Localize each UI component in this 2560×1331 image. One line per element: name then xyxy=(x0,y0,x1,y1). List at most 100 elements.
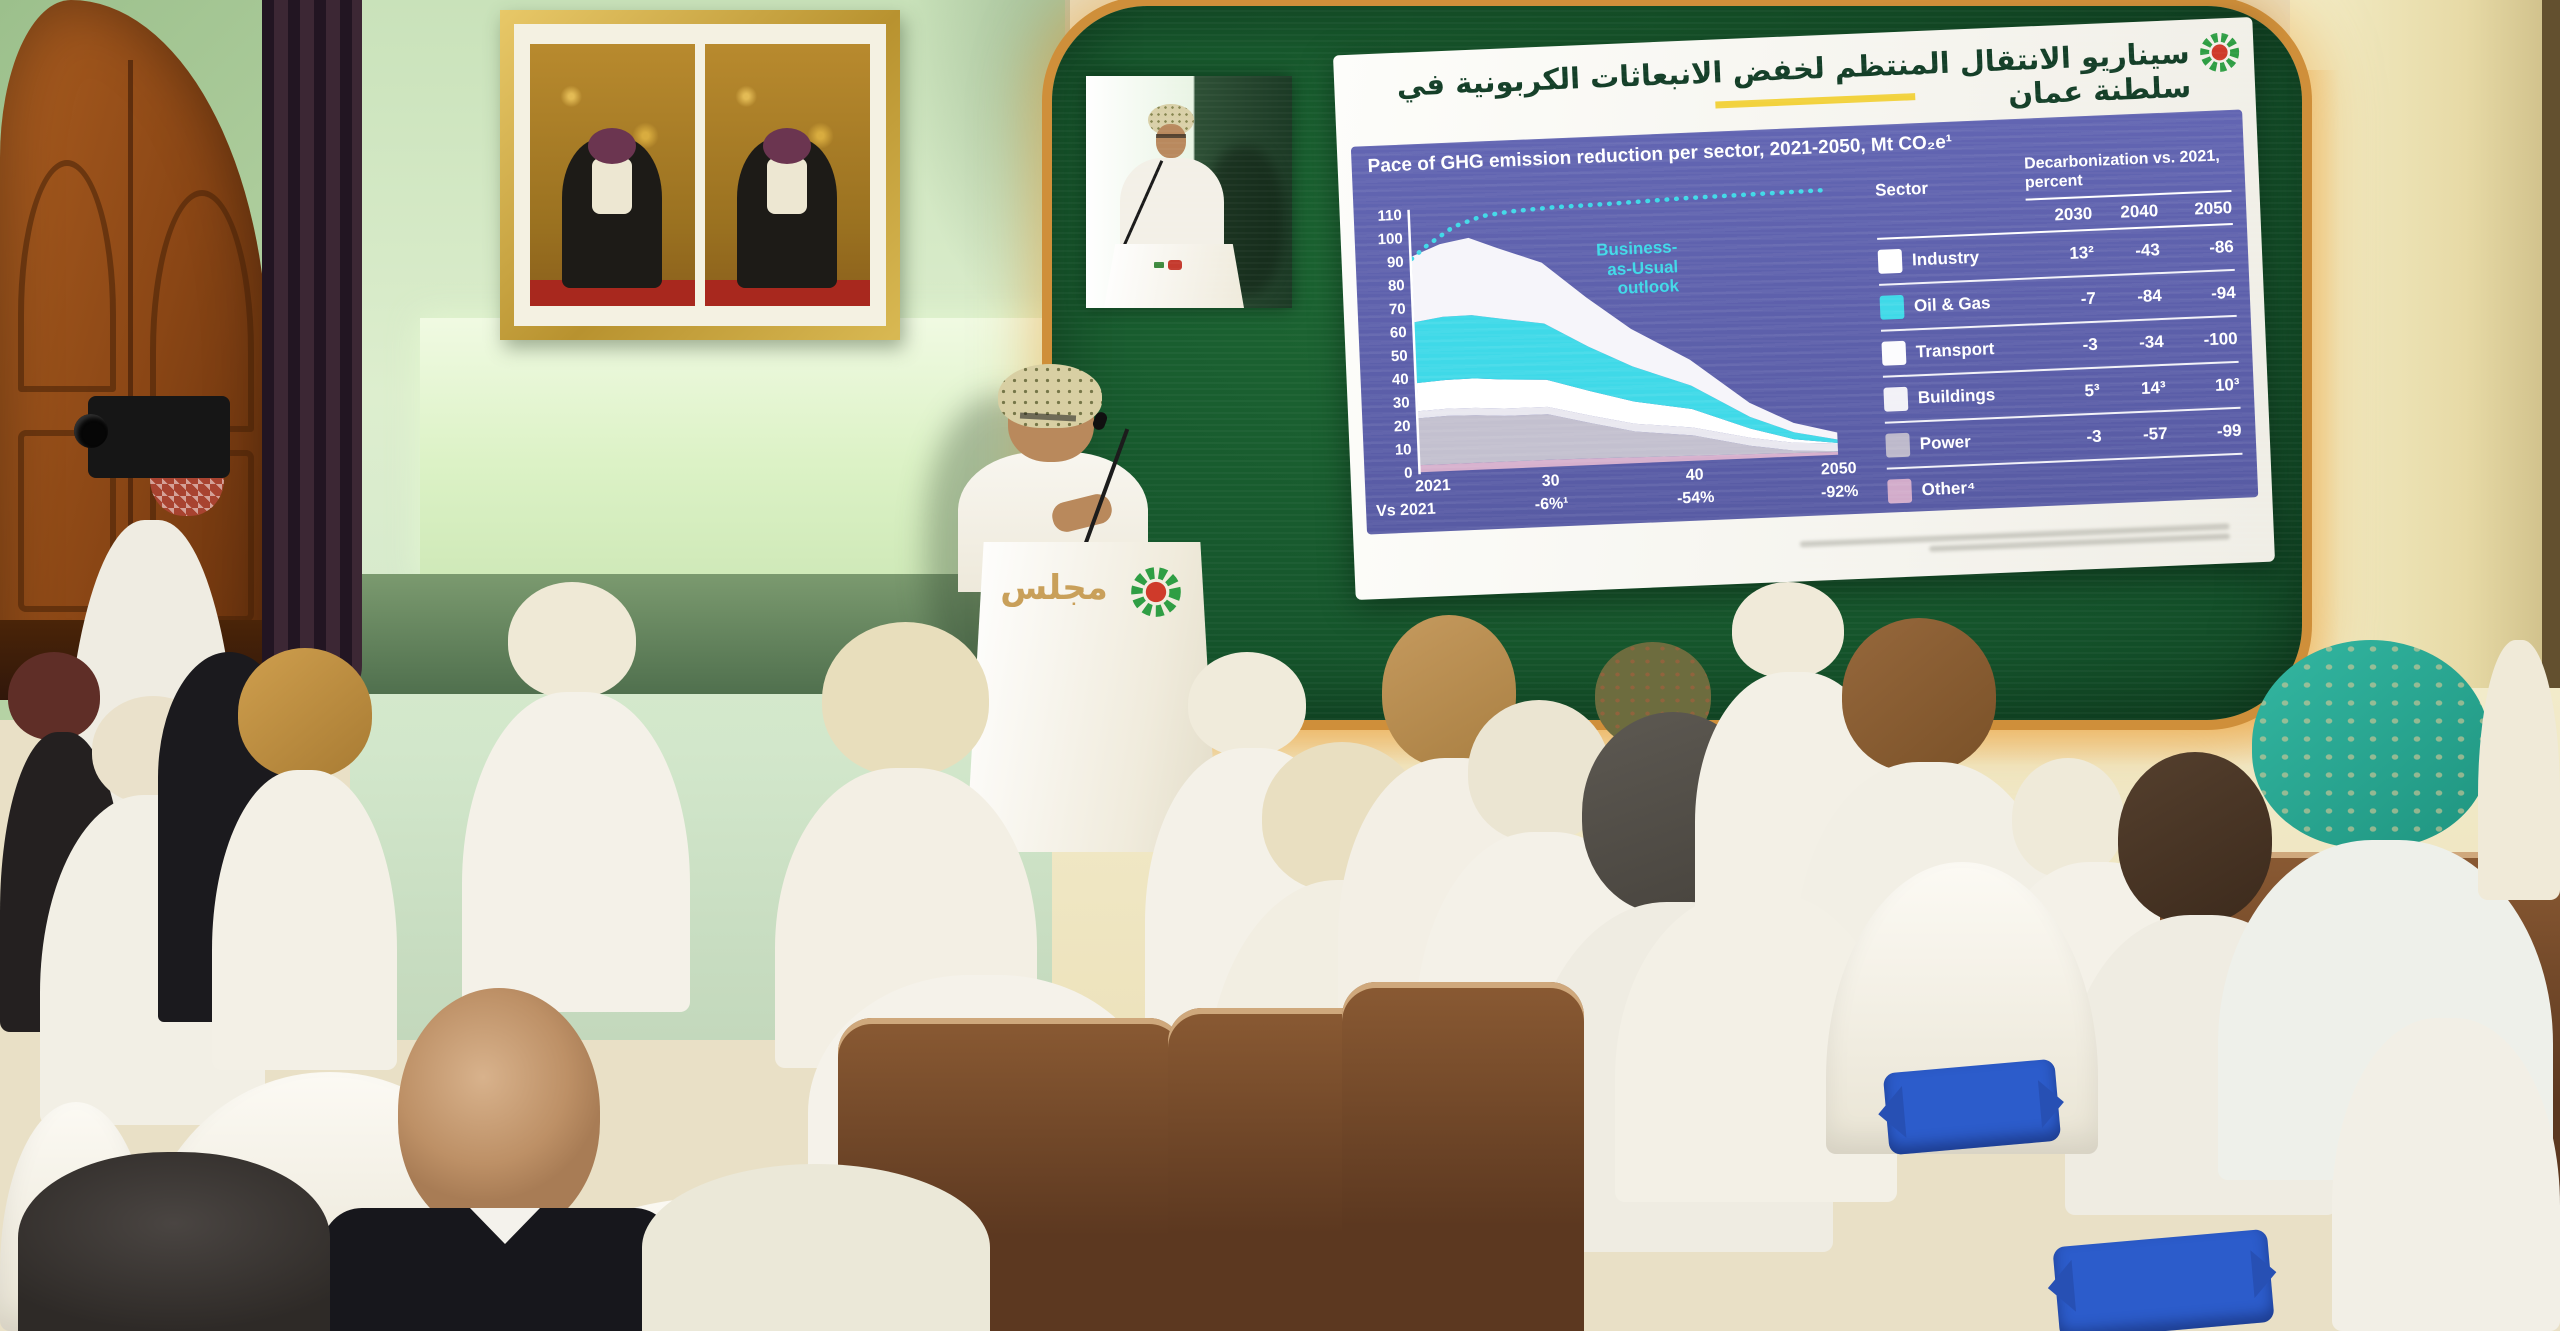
y-tick-label: 60 xyxy=(1390,324,1407,342)
y-tick-label: 90 xyxy=(1387,254,1404,272)
area-transport xyxy=(1416,378,1838,444)
sector-value: 13² xyxy=(2068,243,2095,264)
sector-label: Industry xyxy=(1911,248,1980,270)
x-tick-label: 2050 xyxy=(1821,460,1857,478)
sector-label: Transport xyxy=(1915,339,1995,362)
figure-robe-front xyxy=(592,158,632,214)
live-video-inset xyxy=(1086,76,1292,308)
year-column-header: 2030 xyxy=(2054,204,2093,225)
video-camera xyxy=(74,396,230,478)
sector-value xyxy=(2038,483,2104,486)
sector-swatch-icon xyxy=(1885,433,1911,459)
sector-value: -86 xyxy=(2208,237,2235,258)
sector-swatch-icon xyxy=(1887,479,1913,505)
area-power xyxy=(1418,414,1839,466)
chart-panel: Pace of GHG emission reduction per secto… xyxy=(1350,109,2259,535)
sector-value: 10³ xyxy=(2214,375,2240,396)
royal-portraits-frame xyxy=(500,10,900,340)
audience-cream-turban xyxy=(822,622,989,776)
camera-lens-icon xyxy=(74,414,108,448)
portrait-mat xyxy=(514,24,886,326)
video-speaker-face xyxy=(1156,124,1186,158)
vs-2021-value: Vs 2021 xyxy=(1376,501,1436,520)
sector-value: -34 xyxy=(2138,332,2165,353)
sector-rows: Industry 13² -43 -86 Oil & Gas -7 -84 -94 Transp… xyxy=(1877,225,2245,517)
bau-dotted-line xyxy=(1409,187,1830,262)
vs-2021-value: -54% xyxy=(1677,489,1715,508)
figure-robe-front xyxy=(767,158,807,214)
audience-dark-brown-massar xyxy=(2118,752,2272,924)
audience-brown-massar xyxy=(1842,618,1996,772)
audience-white-kumma xyxy=(1732,582,1844,678)
sector-label: Other⁴ xyxy=(1921,478,1976,500)
sector-value: 14³ xyxy=(2140,378,2167,399)
slide-footnote-text-blur xyxy=(1799,519,2231,567)
audience-teal-massar xyxy=(2252,640,2490,848)
y-axis-line xyxy=(1407,209,1421,475)
sector-value: 5³ xyxy=(2084,381,2101,401)
y-tick-label: 40 xyxy=(1392,371,1409,389)
audience-white-kumma xyxy=(508,582,636,698)
area-industry xyxy=(1411,237,1838,440)
sector-value: -84 xyxy=(2136,286,2163,307)
audience-white-robe xyxy=(462,692,690,1012)
area-buildings xyxy=(1417,406,1839,452)
audience-white-robe xyxy=(212,770,397,1070)
sector-value: -7 xyxy=(2080,289,2097,309)
y-tick-label: 110 xyxy=(1377,207,1402,225)
video-speaker-glasses xyxy=(1156,134,1186,138)
sector-value: -57 xyxy=(2142,424,2168,445)
y-tick-label: 20 xyxy=(1394,418,1411,436)
sector-swatch-icon xyxy=(1883,387,1909,413)
decarbonization-table: Sector Decarbonization vs. 2021, percent… xyxy=(1874,146,2245,517)
sector-label: Buildings xyxy=(1917,385,1996,408)
door-panel xyxy=(18,430,116,612)
blue-ribbon-bow xyxy=(2052,1228,2275,1331)
sector-value xyxy=(2170,477,2244,480)
x-tick-label: 2021 xyxy=(1415,477,1451,495)
sector-label: Oil & Gas xyxy=(1913,293,1991,316)
vs-2021-value: -6%¹ xyxy=(1534,495,1568,513)
blue-ribbon-bow xyxy=(1882,1058,2062,1156)
audience-bald-head xyxy=(398,988,600,1236)
door-panel xyxy=(18,160,116,392)
sector-swatch-icon xyxy=(1881,341,1907,367)
vs-2021-value: -92% xyxy=(1821,483,1859,502)
y-tick-label: 10 xyxy=(1395,441,1412,459)
y-tick-label: 50 xyxy=(1391,347,1408,365)
y-tick-label: 70 xyxy=(1389,301,1406,319)
flower-logo-icon xyxy=(2200,32,2240,72)
audience-white-robe xyxy=(2332,1018,2560,1331)
x-tick-label: 40 xyxy=(1686,466,1705,484)
figure-turban xyxy=(588,128,636,164)
sector-swatch-icon xyxy=(1879,295,1905,321)
door-split-line xyxy=(128,60,133,690)
year-column-header: 2050 xyxy=(2193,198,2233,219)
audience-white-kumma xyxy=(2012,758,2124,878)
audience-gold-massar xyxy=(238,648,372,778)
video-podium-logos xyxy=(1168,260,1182,270)
sector-value: -99 xyxy=(2216,421,2242,442)
emissions-area-chart: 0 10 20 30 40 50 60 70 80 90 100 110 2021 30 40 2050 Vs … xyxy=(1376,187,1859,520)
sector-value: -3 xyxy=(2086,427,2103,447)
sultan-portrait-left xyxy=(530,44,695,306)
sector-value: -43 xyxy=(2134,240,2161,261)
sector-value xyxy=(2104,480,2170,483)
sector-label: Power xyxy=(1919,432,1972,454)
podium-flower-logo-icon xyxy=(1131,567,1181,617)
audience-white-kumma xyxy=(1188,652,1306,756)
presentation-slide: سيناريو الانتقال المنتظم لخفض الانبعاثات… xyxy=(1332,16,2276,601)
sultan-portrait-right xyxy=(705,44,870,306)
video-podium xyxy=(1104,244,1244,308)
sector-value: -100 xyxy=(2203,329,2239,350)
sector-value: -3 xyxy=(2082,335,2099,355)
x-tick-label: 30 xyxy=(1541,472,1560,490)
y-tick-label: 80 xyxy=(1388,277,1405,295)
audience-dark-hair-head xyxy=(18,1152,330,1331)
decarbonization-header: Decarbonization vs. 2021, percent xyxy=(2023,146,2232,201)
chart-title: Pace of GHG emission reduction per secto… xyxy=(1367,131,1953,178)
figure-turban xyxy=(763,128,811,164)
audience-white-robe xyxy=(2478,640,2560,900)
y-tick-label: 30 xyxy=(1393,394,1410,412)
